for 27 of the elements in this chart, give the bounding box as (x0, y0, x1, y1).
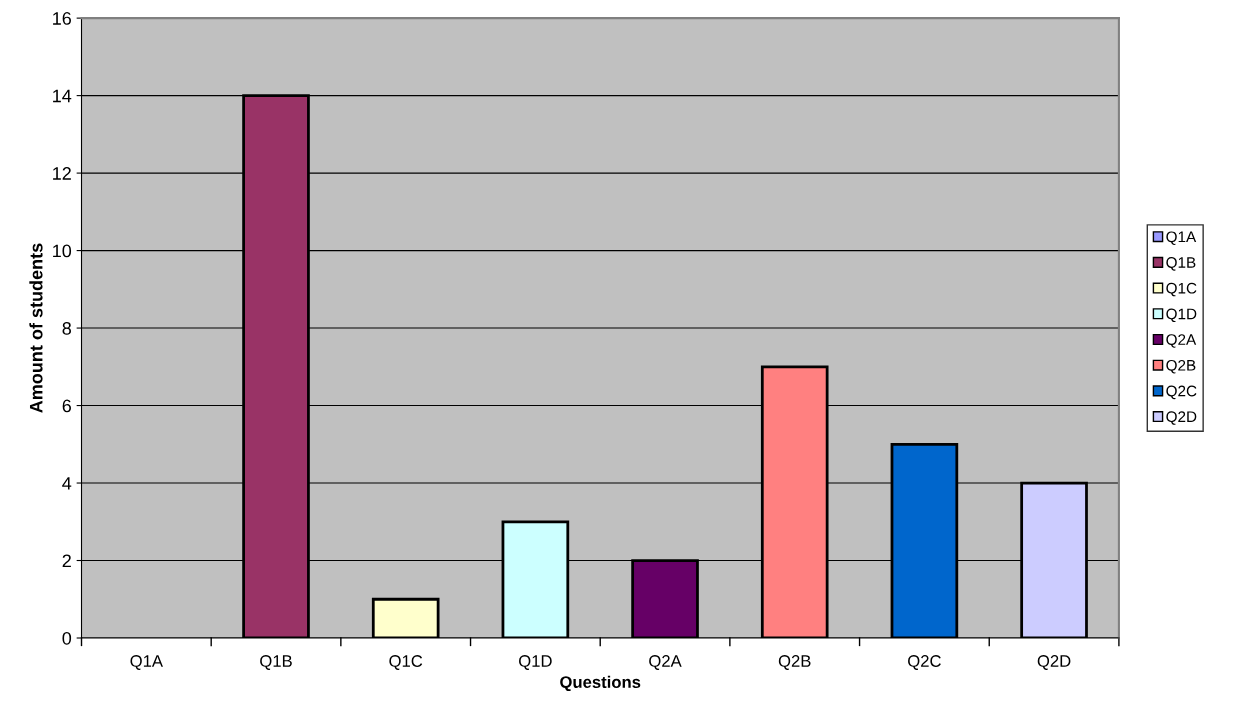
legend-label: Q2A (1166, 334, 1197, 348)
x-tick-label: Q2C (908, 655, 941, 670)
x-tick-label: Q2B (778, 655, 811, 670)
legend-label: Q1D (1166, 308, 1197, 323)
y-tick-label: 8 (62, 322, 71, 335)
y-tick-label: 14 (53, 89, 72, 103)
y-tick-label: 16 (53, 12, 71, 25)
y-tick-label: 4 (62, 477, 72, 490)
y-tick-label: 10 (53, 244, 72, 258)
y-tick-label: 2 (62, 554, 71, 568)
y-tick-label: 0 (62, 631, 72, 645)
x-tick-label: Q1D (519, 655, 552, 670)
x-tick-label: Q1C (389, 655, 423, 670)
x-axis-title: Questions (560, 675, 641, 692)
y-tick-label: 12 (53, 167, 71, 180)
y-axis-title: Amount of students (29, 243, 43, 413)
legend-label: Q1B (1166, 257, 1196, 271)
legend-label: Q1A (1166, 231, 1197, 245)
y-tick-label: 6 (62, 399, 71, 413)
x-tick-label: Q2A (649, 655, 682, 670)
x-tick-label: Q1A (130, 655, 163, 670)
legend-label: Q2D (1166, 411, 1197, 425)
x-tick-label: Q2D (1037, 655, 1071, 670)
x-tick-label: Q1B (260, 655, 292, 670)
legend-label: Q2C (1166, 385, 1197, 400)
legend-label: Q1C (1166, 282, 1197, 297)
legend-label: Q2B (1166, 359, 1196, 374)
